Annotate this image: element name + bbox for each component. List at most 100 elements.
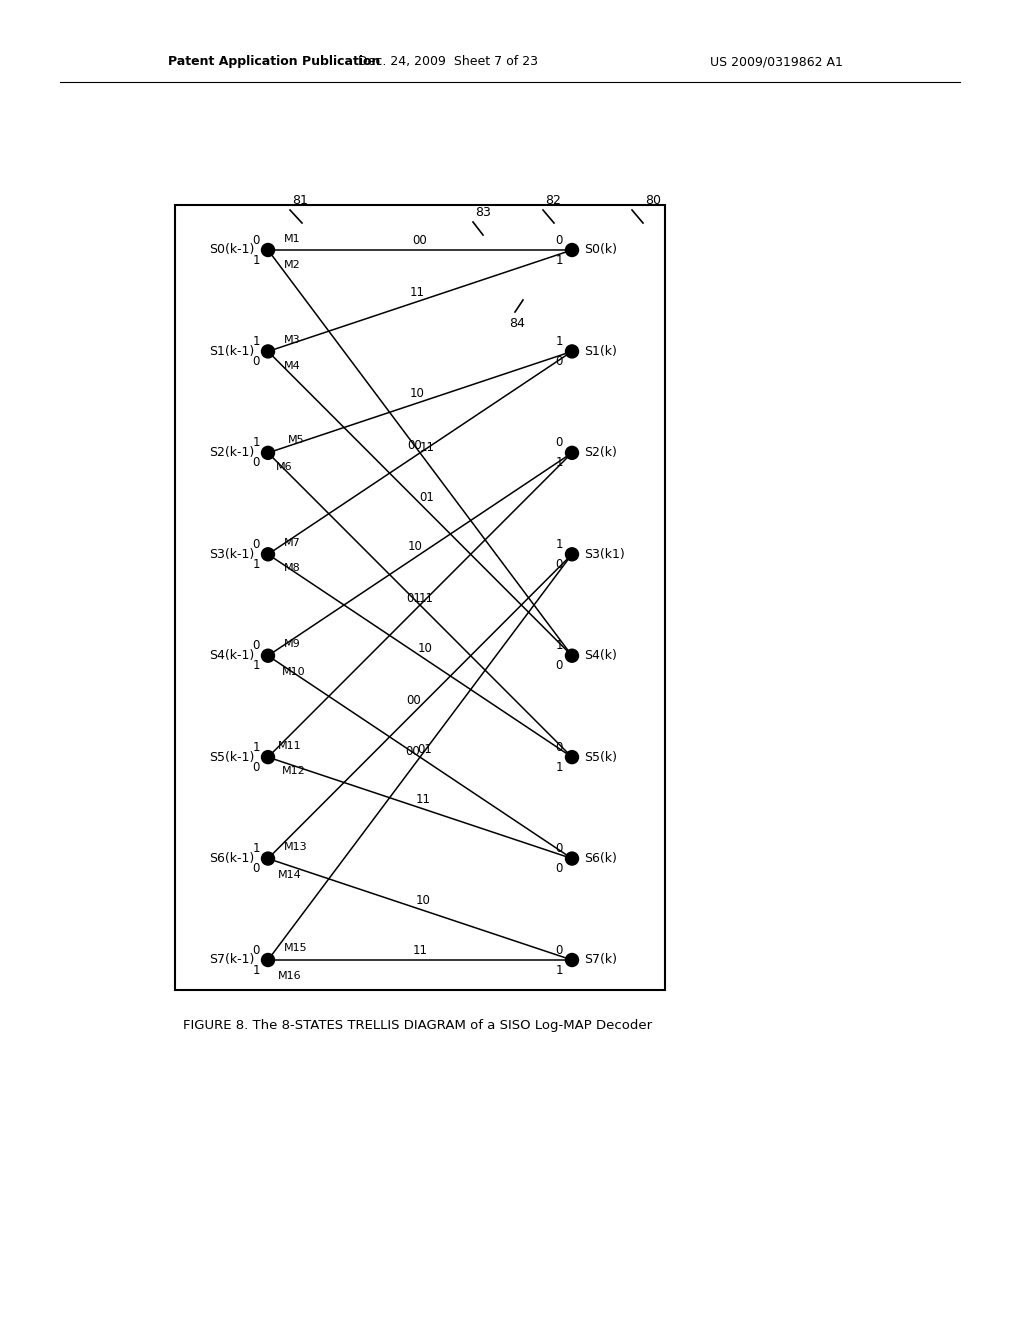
Text: 0: 0 [253, 355, 260, 368]
Text: 0: 0 [253, 234, 260, 247]
Text: M9: M9 [284, 639, 301, 648]
Text: S7(k): S7(k) [584, 953, 617, 966]
Text: S5(k-1): S5(k-1) [209, 751, 254, 764]
Text: 84: 84 [509, 317, 525, 330]
Text: 1: 1 [253, 741, 260, 754]
Text: M16: M16 [278, 972, 302, 981]
Text: 1: 1 [253, 964, 260, 977]
Text: S3(k1): S3(k1) [584, 548, 625, 561]
Text: S1(k-1): S1(k-1) [209, 345, 254, 358]
Text: M4: M4 [284, 362, 301, 371]
Text: 0: 0 [556, 842, 563, 855]
Text: M13: M13 [284, 842, 307, 851]
Text: 0: 0 [253, 457, 260, 470]
Text: 10: 10 [416, 894, 430, 907]
Text: S2(k-1): S2(k-1) [209, 446, 254, 459]
Text: 1: 1 [555, 964, 563, 977]
Text: 00: 00 [407, 693, 421, 706]
Text: 81: 81 [292, 194, 308, 207]
Text: 0: 0 [556, 558, 563, 570]
Text: S3(k-1): S3(k-1) [209, 548, 254, 561]
Text: 1: 1 [555, 335, 563, 348]
Text: 0: 0 [253, 639, 260, 652]
Text: S5(k): S5(k) [584, 751, 617, 764]
Text: 01: 01 [418, 743, 432, 756]
Text: M14: M14 [278, 870, 302, 879]
Text: M10: M10 [282, 667, 305, 677]
Text: S0(k): S0(k) [584, 243, 617, 256]
Text: 11: 11 [410, 285, 425, 298]
Bar [175, 205, 665, 990]
Text: 1: 1 [555, 760, 563, 774]
Text: M1: M1 [284, 234, 301, 244]
Text: 0: 0 [253, 537, 260, 550]
Circle shape [261, 953, 274, 966]
Text: 10: 10 [418, 642, 432, 655]
Text: 0: 0 [556, 741, 563, 754]
Circle shape [261, 751, 274, 764]
Text: 10: 10 [410, 387, 425, 400]
Text: 11: 11 [416, 793, 430, 805]
Text: 01: 01 [419, 491, 434, 504]
Text: 1: 1 [555, 253, 563, 267]
Circle shape [565, 243, 579, 256]
Text: S0(k-1): S0(k-1) [209, 243, 254, 256]
Text: 01: 01 [407, 593, 421, 605]
Circle shape [261, 446, 274, 459]
Text: M5: M5 [288, 434, 304, 445]
Text: 0: 0 [556, 437, 563, 449]
Text: 00: 00 [408, 438, 422, 451]
Text: 11: 11 [413, 945, 427, 957]
Text: FIGURE 8. The 8-STATES TRELLIS DIAGRAM of a SISO Log-MAP Decoder: FIGURE 8. The 8-STATES TRELLIS DIAGRAM o… [183, 1019, 652, 1031]
Text: S4(k): S4(k) [584, 649, 616, 663]
Text: 11: 11 [419, 593, 434, 605]
Text: 0: 0 [253, 862, 260, 875]
Text: 1: 1 [253, 253, 260, 267]
Circle shape [565, 751, 579, 764]
Text: S2(k): S2(k) [584, 446, 616, 459]
Text: S1(k): S1(k) [584, 345, 616, 358]
Text: 1: 1 [253, 659, 260, 672]
Circle shape [565, 345, 579, 358]
Text: M15: M15 [284, 942, 307, 953]
Text: M12: M12 [282, 766, 306, 776]
Text: S6(k-1): S6(k-1) [209, 853, 254, 865]
Text: 1: 1 [253, 842, 260, 855]
Text: M8: M8 [284, 564, 301, 573]
Text: 00: 00 [406, 746, 420, 758]
Text: S4(k-1): S4(k-1) [209, 649, 254, 663]
Circle shape [565, 548, 579, 561]
Text: 1: 1 [253, 437, 260, 449]
Circle shape [565, 446, 579, 459]
Text: 1: 1 [555, 457, 563, 470]
Circle shape [565, 853, 579, 865]
Circle shape [261, 548, 274, 561]
Text: M3: M3 [284, 335, 301, 346]
Circle shape [261, 345, 274, 358]
Text: 1: 1 [555, 537, 563, 550]
Text: 1: 1 [555, 639, 563, 652]
Text: 0: 0 [556, 234, 563, 247]
Text: 0: 0 [253, 760, 260, 774]
Text: Patent Application Publication: Patent Application Publication [168, 55, 380, 69]
Text: 10: 10 [408, 540, 423, 553]
Text: 0: 0 [556, 862, 563, 875]
Text: 0: 0 [253, 944, 260, 957]
Text: M2: M2 [284, 260, 301, 271]
Text: 1: 1 [253, 335, 260, 348]
Circle shape [261, 853, 274, 865]
Text: M11: M11 [278, 741, 302, 751]
Text: M6: M6 [276, 462, 293, 471]
Text: US 2009/0319862 A1: US 2009/0319862 A1 [710, 55, 843, 69]
Circle shape [261, 243, 274, 256]
Text: 83: 83 [475, 206, 490, 219]
Text: 0: 0 [556, 944, 563, 957]
Circle shape [261, 649, 274, 663]
Text: 0: 0 [556, 355, 563, 368]
Text: 11: 11 [420, 441, 435, 454]
Text: S6(k): S6(k) [584, 853, 616, 865]
Circle shape [565, 649, 579, 663]
Text: 80: 80 [645, 194, 662, 207]
Text: 82: 82 [545, 194, 561, 207]
Text: M7: M7 [284, 539, 301, 548]
